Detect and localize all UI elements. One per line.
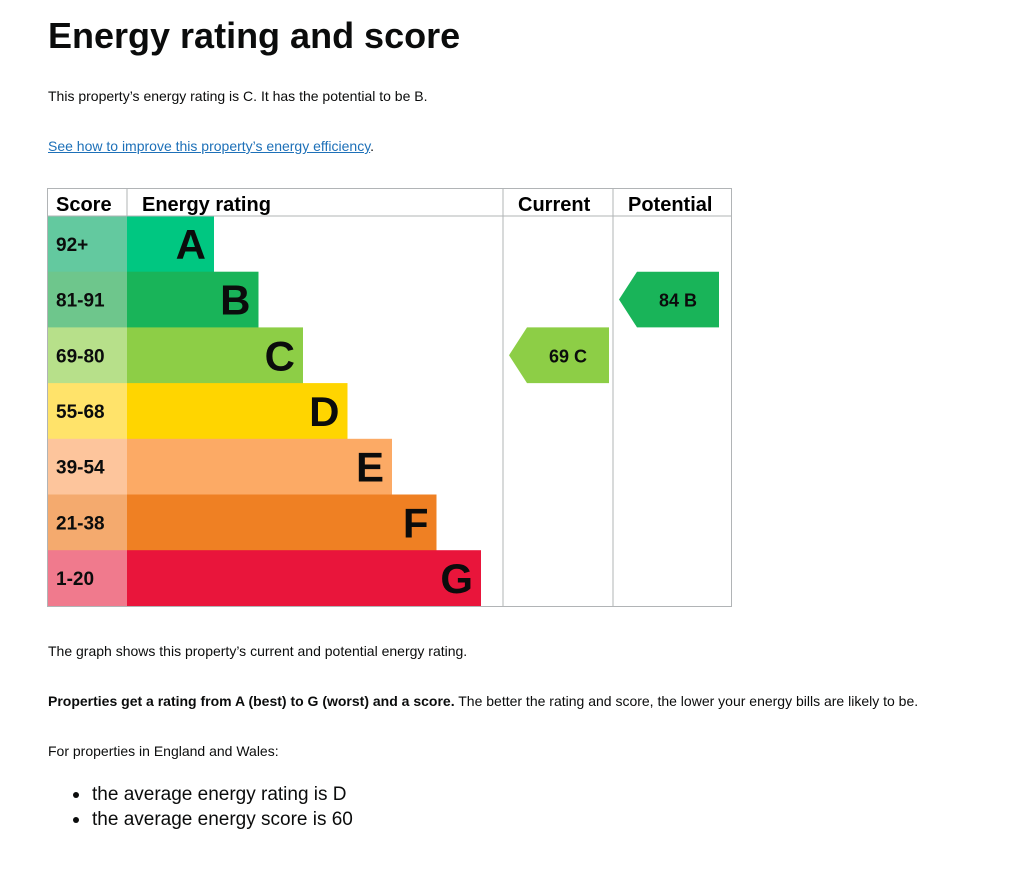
score-label-d: 55-68	[56, 402, 105, 423]
average-rating-item: the average energy rating is D	[73, 782, 353, 807]
header-current: Current	[518, 194, 591, 216]
graph-note: The graph shows this property’s current …	[48, 643, 468, 659]
score-label-a: 92+	[56, 235, 88, 256]
band-bar-f	[127, 494, 437, 551]
rating-bands: 92+ A 81-91 B 69-80 C 55-68 D 39-54 E 21-38 F 1-20 G	[47, 216, 481, 607]
band-letter-f: F	[403, 499, 429, 546]
score-cell-g	[47, 550, 127, 607]
chart-headers: Score Energy rating Current Potential	[56, 194, 712, 216]
band-letter-g: G	[440, 555, 473, 602]
potential-rating-label: 84 B	[659, 291, 697, 311]
chart-border	[47, 188, 732, 607]
band-bar-e	[127, 438, 392, 495]
score-cell-b	[47, 271, 127, 328]
rating-note-bold: Properties get a rating from A (best) to…	[48, 693, 455, 709]
band-letter-d: D	[309, 388, 339, 435]
rating-note: Properties get a rating from A (best) to…	[48, 691, 918, 711]
header-potential: Potential	[628, 194, 712, 216]
band-bar-b	[127, 271, 259, 328]
header-score: Score	[56, 194, 112, 216]
score-label-e: 39-54	[56, 458, 105, 479]
improve-link-line: See how to improve this property’s energ…	[48, 136, 374, 156]
current-rating-arrow	[509, 327, 609, 384]
chart-frame	[47, 188, 732, 607]
band-bar-a	[127, 216, 214, 273]
potential-rating-arrow	[619, 271, 719, 328]
score-cell-e	[47, 438, 127, 495]
link-suffix: .	[370, 138, 375, 154]
page-title: Energy rating and score	[48, 15, 461, 56]
score-cell-a	[47, 216, 127, 273]
band-letter-e: E	[356, 444, 384, 491]
improve-efficiency-link[interactable]: See how to improve this property’s energ…	[48, 138, 371, 154]
energy-rating-chart: Score Energy rating Current Potential 92…	[47, 188, 732, 607]
band-bar-g	[127, 550, 481, 607]
band-bar-c	[127, 327, 303, 384]
score-label-f: 21-38	[56, 513, 105, 534]
average-score-item: the average energy score is 60	[73, 809, 353, 830]
current-rating-label: 69 C	[549, 346, 587, 366]
rating-note-rest: The better the rating and score, the low…	[454, 693, 919, 709]
score-label-c: 69-80	[56, 346, 105, 367]
band-letter-b: B	[220, 277, 250, 324]
score-cell-d	[47, 383, 127, 440]
score-cell-c	[47, 327, 127, 384]
band-letter-c: C	[265, 332, 295, 379]
region-note: For properties in England and Wales:	[48, 743, 279, 759]
band-letter-a: A	[176, 221, 206, 268]
rating-summary: This property’s energy rating is C. It h…	[48, 88, 428, 104]
band-bar-d	[127, 383, 348, 440]
rating-markers: 69 C 84 B	[509, 271, 719, 384]
score-cell-f	[47, 494, 127, 551]
score-label-g: 1-20	[56, 569, 94, 590]
averages-list: the average energy rating is D the avera…	[48, 782, 353, 832]
header-energy-rating: Energy rating	[142, 194, 271, 216]
score-label-b: 81-91	[56, 291, 105, 312]
